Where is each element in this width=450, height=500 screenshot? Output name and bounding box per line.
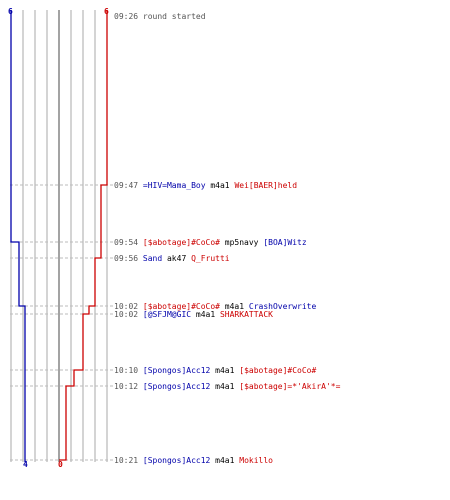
weapon-name: m4a1 [205, 181, 235, 190]
event-row: 10:02 [@SFJM@GIC m4a1 SHARKATTACK [114, 310, 273, 319]
event-row: 09:54 [$abotage]#CoCo# mp5navy [BOA]Witz [114, 238, 307, 247]
player-name-red: Wei[BAER]held [234, 181, 298, 190]
player-name-red: [$abotage]=*'AkirA'*= [239, 382, 341, 391]
player-name-blue: CrashOverwrite [248, 302, 317, 311]
player-name-red: Q_Frutti [191, 254, 230, 263]
event-time: 10:10 [114, 366, 143, 375]
event-row: 09:47 =HIV=Mama_Boy m4a1 Wei[BAER]held [114, 181, 297, 190]
player-name-red: SHARKATTACK [219, 310, 273, 319]
weapon-name: m4a1 [210, 366, 240, 375]
event-time: 09:47 [114, 181, 143, 190]
weapon-name: mp5navy [219, 238, 264, 247]
event-time: 09:26 [114, 12, 143, 21]
player-name-red: [$abotage]#CoCo# [239, 366, 317, 375]
event-row: 10:02 [$abotage]#CoCo# m4a1 CrashOverwri… [114, 302, 316, 311]
player-name-blue: [Spongos]Acc12 [142, 366, 211, 375]
red-end-count: 0 [58, 460, 63, 469]
blue-start-count: 6 [8, 7, 13, 16]
event-text: round started [142, 12, 206, 21]
weapon-name: ak47 [162, 254, 192, 263]
event-time: 10:02 [114, 302, 143, 311]
event-time: 09:56 [114, 254, 143, 263]
player-name-blue: [Spongos]Acc12 [142, 456, 211, 465]
player-name-blue: [@SFJM@GIC [142, 310, 192, 319]
event-row: 09:26 round started [114, 12, 206, 21]
player-name-blue: Sand [142, 254, 163, 263]
weapon-name: m4a1 [210, 382, 240, 391]
red-team-alive-line [59, 10, 108, 461]
event-row: 10:12 [Spongos]Acc12 m4a1 [$abotage]=*'A… [114, 382, 340, 391]
event-time: 10:21 [114, 456, 143, 465]
weapon-name: m4a1 [191, 310, 220, 319]
event-row: 09:56 Sand ak47 Q_Frutti [114, 254, 230, 263]
blue-end-count: 4 [23, 460, 28, 469]
blue-team-alive-line [10, 10, 26, 462]
event-row: 10:10 [Spongos]Acc12 m4a1 [$abotage]#CoC… [114, 366, 316, 375]
weapon-name: m4a1 [219, 302, 249, 311]
player-name-red: Mokillo [239, 456, 273, 465]
red-start-count: 6 [104, 7, 109, 16]
player-name-blue: =HIV=Mama_Boy [142, 181, 206, 190]
event-time: 10:02 [114, 310, 143, 319]
player-name-blue: [BOA]Witz [263, 238, 307, 247]
event-time: 10:12 [114, 382, 143, 391]
weapon-name: m4a1 [210, 456, 240, 465]
player-name-red: [$abotage]#CoCo# [142, 238, 220, 247]
player-name-blue: [Spongos]Acc12 [142, 382, 211, 391]
event-row: 10:21 [Spongos]Acc12 m4a1 Mokillo [114, 456, 273, 465]
event-time: 09:54 [114, 238, 143, 247]
player-name-red: [$abotage]#CoCo# [142, 302, 220, 311]
